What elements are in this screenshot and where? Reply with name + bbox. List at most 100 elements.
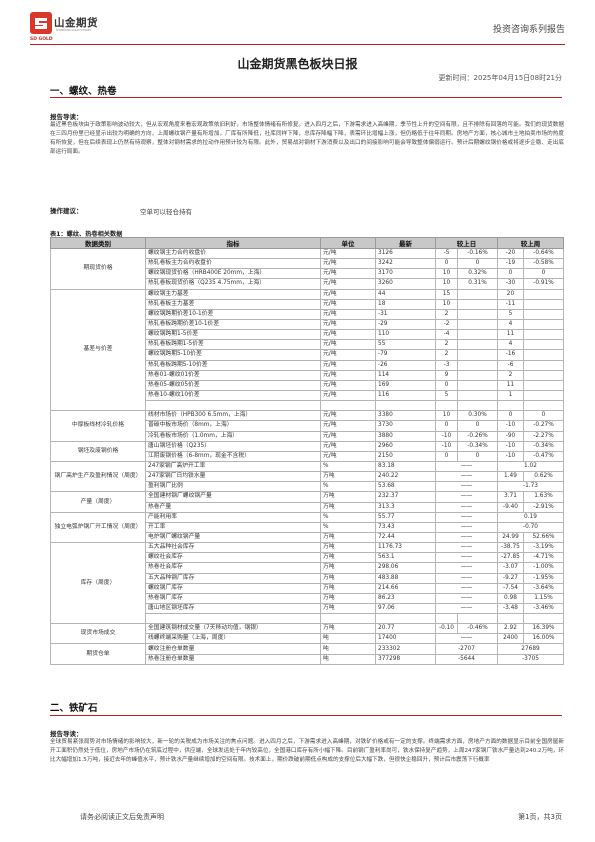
day-change-pct-cell xyxy=(457,308,498,320)
day-change-pct-cell: -0.34% xyxy=(457,440,498,452)
indicator-cell: 热卷01-螺纹01价差 xyxy=(145,369,321,381)
day-change-cell: 10 xyxy=(435,298,458,310)
report-series: 投资咨询系列报告 xyxy=(492,25,565,35)
week-change-cell: 11 xyxy=(497,379,524,391)
header-category: 数据类别 xyxy=(50,237,146,249)
week-change-pct-cell xyxy=(523,400,564,412)
day-change-pct-cell xyxy=(457,389,498,402)
indicator-cell: 螺纹钢跨期1-5价差 xyxy=(145,329,321,341)
day-change-cell: 15 xyxy=(435,288,458,300)
indicator-cell: 热轧卷板主力合约收盘价 xyxy=(145,258,321,270)
week-change-cell: -16 xyxy=(497,349,524,361)
day-change-cell: 2 xyxy=(435,308,458,320)
category-cell: 期现货价格 xyxy=(50,248,146,290)
latest-value-cell: 3242 xyxy=(375,258,436,270)
unit-cell: 元/吨 xyxy=(320,410,376,422)
indicator-cell: 电炉钢厂螺纹钢产量 xyxy=(145,531,321,544)
table-row: 247家钢厂日均铁水量 万吨 240.22 —— 1.49 0.62% xyxy=(51,471,564,483)
latest-value-cell: 483.88 xyxy=(375,572,436,584)
header-unit: 单位 xyxy=(320,237,376,249)
day-change-cell xyxy=(435,400,458,412)
iron-ore-intro-text: 全球贸易紧张局势对市场情绪的影响较大，新一轮的关税成为市场关注的焦点问题。进入四… xyxy=(50,739,564,763)
week-change-pct-cell: -1.00% xyxy=(523,562,564,574)
week-change-cell: 11 xyxy=(497,329,524,341)
indicator-cell: 热卷钢厂库存 xyxy=(145,592,321,604)
week-change-cell: -30 xyxy=(497,278,524,290)
day-change-cell: 10 xyxy=(435,278,458,290)
unit-cell: 万吨 xyxy=(320,552,376,564)
indicator-cell: 247家钢厂日均铁水量 xyxy=(145,471,321,483)
unit-cell: 万吨 xyxy=(320,602,376,615)
day-change-pct-cell xyxy=(457,288,498,300)
unit-cell: 元/吨 xyxy=(320,369,376,381)
indicator-cell: 热卷10-螺纹10价差 xyxy=(145,389,321,402)
day-change-cell: —— xyxy=(435,562,498,574)
week-change-cell xyxy=(497,400,524,412)
table-row: 热卷社会库存 万吨 298.06 —— -3.07 -1.00% xyxy=(51,562,564,574)
latest-value-cell: 86.23 xyxy=(375,592,436,604)
day-change-pct-cell xyxy=(457,359,498,371)
latest-value-cell: 3880 xyxy=(375,430,436,442)
week-change-cell: -1.73 xyxy=(497,481,564,493)
indicator-cell: 盈利钢厂比例 xyxy=(145,481,321,493)
week-change-pct-cell xyxy=(523,339,564,351)
indicator-cell: 唐山钢坯价格（Q235） xyxy=(145,440,321,452)
day-change-pct-cell xyxy=(457,298,498,310)
day-change-pct-cell xyxy=(457,329,498,341)
table-row: 现货市场成交 全国建筑钢材成交量（7天移动均值，钢银） 万吨 20.77 -0.10 -0… xyxy=(50,623,564,645)
report-intro-label: 报告导读： xyxy=(50,113,83,121)
week-change-pct-cell: -2.27% xyxy=(523,430,564,442)
day-change-cell: -3 xyxy=(435,359,458,371)
latest-value-cell: 3380 xyxy=(375,410,436,422)
latest-value-cell: 18 xyxy=(375,298,436,310)
day-change-cell: —— xyxy=(435,521,498,533)
week-change-cell: 1 xyxy=(497,389,524,402)
week-change-pct-cell xyxy=(523,379,564,391)
opinion-value: 空单可以轻仓持有 xyxy=(140,208,192,216)
day-change-pct-cell xyxy=(457,369,498,381)
indicator-cell: 热卷产量 xyxy=(145,501,321,513)
week-change-pct-cell xyxy=(523,389,564,402)
latest-value-cell: 114 xyxy=(375,369,436,381)
latest-value-cell: -26 xyxy=(375,359,436,371)
week-change-pct-cell: -0.64% xyxy=(523,247,564,260)
week-change-cell: 0.98 xyxy=(497,592,524,604)
day-change-cell: -4 xyxy=(435,329,458,341)
week-change-pct-cell: -1.95% xyxy=(523,572,564,584)
category-cell: 中厚板线材冷轧价格 xyxy=(50,410,146,442)
day-change-cell: —— xyxy=(435,460,498,473)
category-cell: 现货市场成交 xyxy=(50,623,146,645)
unit-cell: 元/吨 xyxy=(320,420,376,432)
day-change-pct-cell: 0 xyxy=(457,258,498,270)
day-change-pct-cell xyxy=(457,379,498,391)
week-change-cell: 27689 xyxy=(497,643,564,655)
section-divider xyxy=(50,97,562,98)
section-divider xyxy=(50,715,562,716)
week-change-cell: -3.48 xyxy=(497,602,524,615)
section-heading-rebar: 一、螺纹、热卷 xyxy=(50,86,117,97)
week-change-pct-cell: -4.71% xyxy=(523,552,564,564)
day-change-cell: 10 xyxy=(435,268,458,280)
indicator-cell: 螺纹钢主力基差 xyxy=(145,288,321,300)
day-change-pct-cell: 0 xyxy=(457,420,498,432)
week-change-pct-cell: -3.64% xyxy=(523,582,564,594)
day-change-pct-cell: 0.31% xyxy=(457,278,498,290)
header-vs-prev-day: 较上日 xyxy=(435,237,498,249)
header-indicator: 指标 xyxy=(145,237,321,249)
indicator-cell: 热轧卷板跨期价差10-1价差 xyxy=(145,318,321,331)
week-change-cell: 4 xyxy=(497,318,524,331)
latest-value-cell: 72.44 xyxy=(375,531,436,544)
latest-value-cell: -29 xyxy=(375,318,436,331)
week-change-cell: 1.02 xyxy=(497,460,564,473)
unit-cell: 吨 xyxy=(320,653,376,665)
indicator-cell: 螺纹社会库存 xyxy=(145,552,321,564)
day-change-cell: -0.10 xyxy=(435,623,458,635)
day-change-cell: —— xyxy=(435,491,498,503)
day-change-cell: 0 xyxy=(435,258,458,270)
day-change-cell: 2 xyxy=(435,339,458,351)
table-row: 基差与价差 螺纹钢主力基差 元/吨 44 15 20 xyxy=(50,288,564,412)
week-change-cell: 3.71 xyxy=(497,491,524,503)
day-change-pct-cell: 0 xyxy=(457,450,498,462)
update-time: 更新时间：2025年04月15日08时21分 xyxy=(438,74,562,82)
